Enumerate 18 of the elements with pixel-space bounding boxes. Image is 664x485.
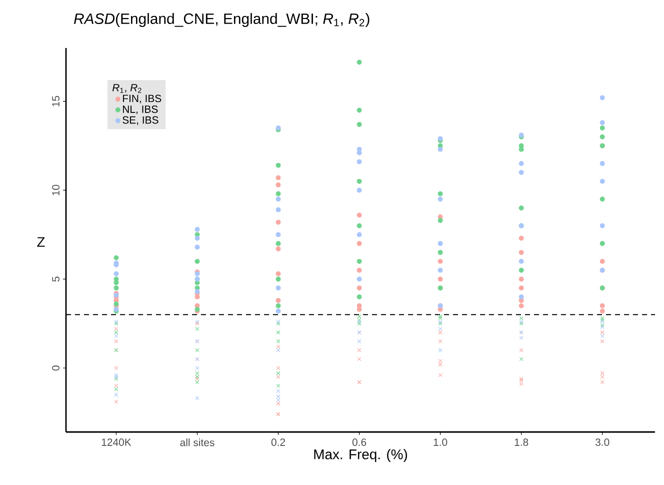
x-axis-title: Max. Freq. (%) [314, 449, 408, 462]
x-tick-label: 1.8 [514, 438, 528, 446]
y-tick-label: 10 [52, 184, 60, 196]
x-tick-label: 0.2 [271, 438, 286, 446]
x-tick-label: 1240K [102, 438, 132, 446]
x-tick-label: 1.0 [434, 438, 448, 446]
legend-label: NL, IBS [122, 106, 158, 114]
legend-label: SE, IBS [122, 116, 158, 125]
legend-title: R$_{1}$, R$_{2}$ [112, 84, 142, 93]
x-tick-label: 0.6 [352, 438, 366, 446]
x-tick-label: all sites [180, 438, 214, 446]
y-axis-title: Z [37, 237, 45, 247]
legend-label: FIN, IBS [122, 94, 162, 104]
x-tick-label: 3.0 [595, 438, 610, 446]
y-tick-label: 15 [52, 96, 60, 106]
chart-title: RASD(England_CNE, England_WBI; R$_{1}$, R$_{2}$) [74, 13, 370, 27]
y-tick-label: 0 [52, 366, 60, 370]
y-tick-label: 5 [52, 276, 60, 282]
